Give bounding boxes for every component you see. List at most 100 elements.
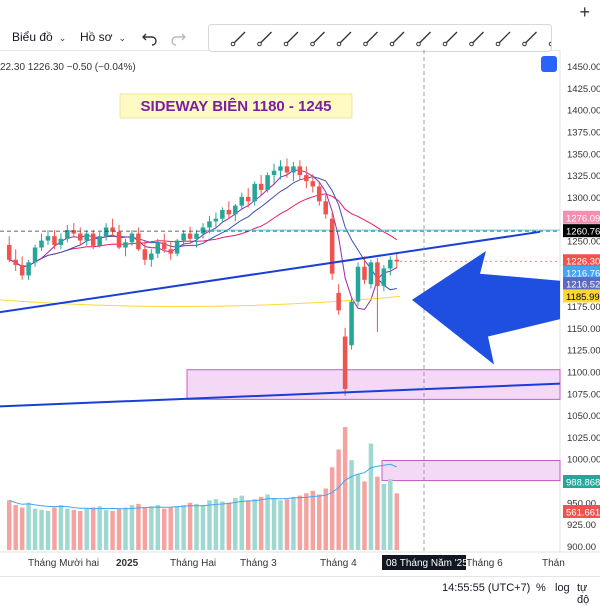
rectangle-icon[interactable] (363, 31, 378, 47)
volume-bar (310, 490, 316, 550)
candle-body (149, 253, 154, 260)
text-icon[interactable] (416, 31, 431, 47)
candle-body (323, 201, 328, 215)
volume-bar (129, 505, 135, 550)
arrow-icon[interactable] (442, 31, 458, 47)
candle-body (252, 183, 257, 202)
ohlc-readout: 22.30 1226.30 −0.50 (−0.04%) (0, 62, 136, 73)
percent-scale-button[interactable]: % (536, 582, 546, 594)
volume-bar (168, 507, 173, 550)
price-tick-label: 1400.00 (567, 106, 600, 117)
candle-body (161, 242, 167, 250)
lower-trendline[interactable] (0, 382, 561, 408)
volume-bar (116, 508, 122, 550)
candle-body (6, 244, 12, 260)
undo-icon[interactable] (140, 27, 160, 47)
candle-body (388, 259, 393, 269)
time-axis-label: Tháng Hai (170, 558, 216, 569)
volume-bar (271, 498, 277, 550)
volume-bar (84, 508, 89, 550)
eye-icon[interactable] (522, 31, 537, 47)
price-tick-label: 1300.00 (567, 193, 600, 204)
volume-bar (220, 501, 225, 550)
auto-scale-button[interactable]: tự độ (577, 582, 590, 606)
candle-body (258, 183, 264, 190)
ray-icon[interactable] (257, 31, 272, 47)
price-label-badge (563, 289, 600, 303)
trend-line-icon[interactable] (230, 31, 246, 47)
volume-bar (342, 427, 348, 550)
brush-icon-node (336, 41, 342, 47)
measure-icon[interactable] (495, 31, 511, 47)
share-icon[interactable] (548, 31, 564, 47)
price-label-text: 1226.30 (566, 257, 600, 268)
chart-type-dropdown[interactable]: Biểu đồ ⌄ (12, 28, 66, 47)
eye-icon-stroke (524, 31, 537, 45)
price-label-badge (563, 210, 600, 224)
parallel-channel-icon-node (469, 41, 474, 47)
candle-body (19, 264, 25, 276)
chevron-down-icon: ⌄ (118, 33, 127, 43)
ray-icon-stroke (259, 31, 272, 45)
brush-icon[interactable] (336, 31, 352, 47)
candle-body (233, 205, 238, 215)
price-label-text: 561.661 (566, 508, 600, 519)
candle-body (26, 262, 31, 276)
callout-arrow-icon (412, 251, 560, 365)
volume-bar (103, 509, 109, 550)
pattern-icon[interactable] (389, 31, 405, 47)
measure-icon-node (495, 41, 501, 47)
candle-body (271, 170, 277, 176)
ray-icon-node (257, 41, 262, 47)
horizontal-line-icon[interactable] (310, 31, 325, 47)
sync-icon[interactable] (541, 56, 557, 72)
price-tick-label: 1000.00 (567, 455, 600, 466)
annotation-box (119, 93, 353, 119)
annotation-title: SIDEWAY BIÊN 1180 - 1245 (141, 97, 332, 115)
candle-body (304, 175, 309, 182)
candle-body (90, 233, 96, 246)
volume-zone (381, 459, 561, 482)
add-tab-icon[interactable]: + (579, 2, 590, 22)
candle-body (116, 231, 122, 248)
price-tick-label: 1325.00 (567, 171, 600, 182)
volume-bar (284, 499, 290, 550)
redo-icon[interactable] (168, 27, 188, 47)
measure-icon-stroke (497, 31, 511, 45)
cursor-date-label: 08 Tháng Năm '25 (386, 558, 468, 569)
candle-body (355, 266, 361, 302)
candle-body (32, 247, 38, 263)
path-icon-stroke (285, 31, 299, 45)
price-tick-label: 1025.00 (567, 433, 600, 444)
volume-bar (226, 502, 232, 550)
ma20-line (9, 193, 398, 268)
path-icon[interactable] (283, 31, 299, 47)
chart-type-label: Biểu đồ (12, 30, 53, 44)
volume-bar (213, 499, 219, 550)
candle-body (349, 301, 354, 346)
price-tick-label: 1375.00 (567, 127, 600, 138)
time-axis-label: Tháng Mười hai (28, 558, 99, 569)
profile-dropdown[interactable]: Hồ sơ ⌄ (80, 28, 126, 47)
arrow-icon-stroke (444, 31, 458, 45)
candle-body (362, 266, 367, 280)
parallel-channel-icon[interactable] (469, 31, 484, 47)
price-tick-label: 950.00 (567, 498, 596, 509)
volume-bar (45, 511, 51, 550)
volume-bar (39, 509, 44, 550)
price-chart[interactable]: 22.30 1226.30 −0.50 (−0.04%) SIDEWAY BIÊN… (0, 50, 600, 580)
rectangle-icon-stroke (365, 31, 378, 45)
price-label-text: 1276.09 (566, 213, 600, 224)
log-scale-button[interactable]: log (555, 582, 570, 594)
candle-body (329, 218, 335, 274)
volume-bar (52, 507, 57, 550)
candle-body (368, 262, 374, 285)
horizontal-line-icon-node (310, 41, 315, 47)
clock-label: 14:55:55 (UTC+7) (442, 582, 531, 594)
demand-zone-lower (186, 369, 561, 400)
volume-bar (291, 496, 296, 550)
brush-icon-stroke (338, 31, 352, 45)
volume-bar (355, 474, 361, 550)
upper-trendline[interactable] (0, 230, 541, 314)
price-tick-label: 1100.00 (567, 367, 600, 378)
